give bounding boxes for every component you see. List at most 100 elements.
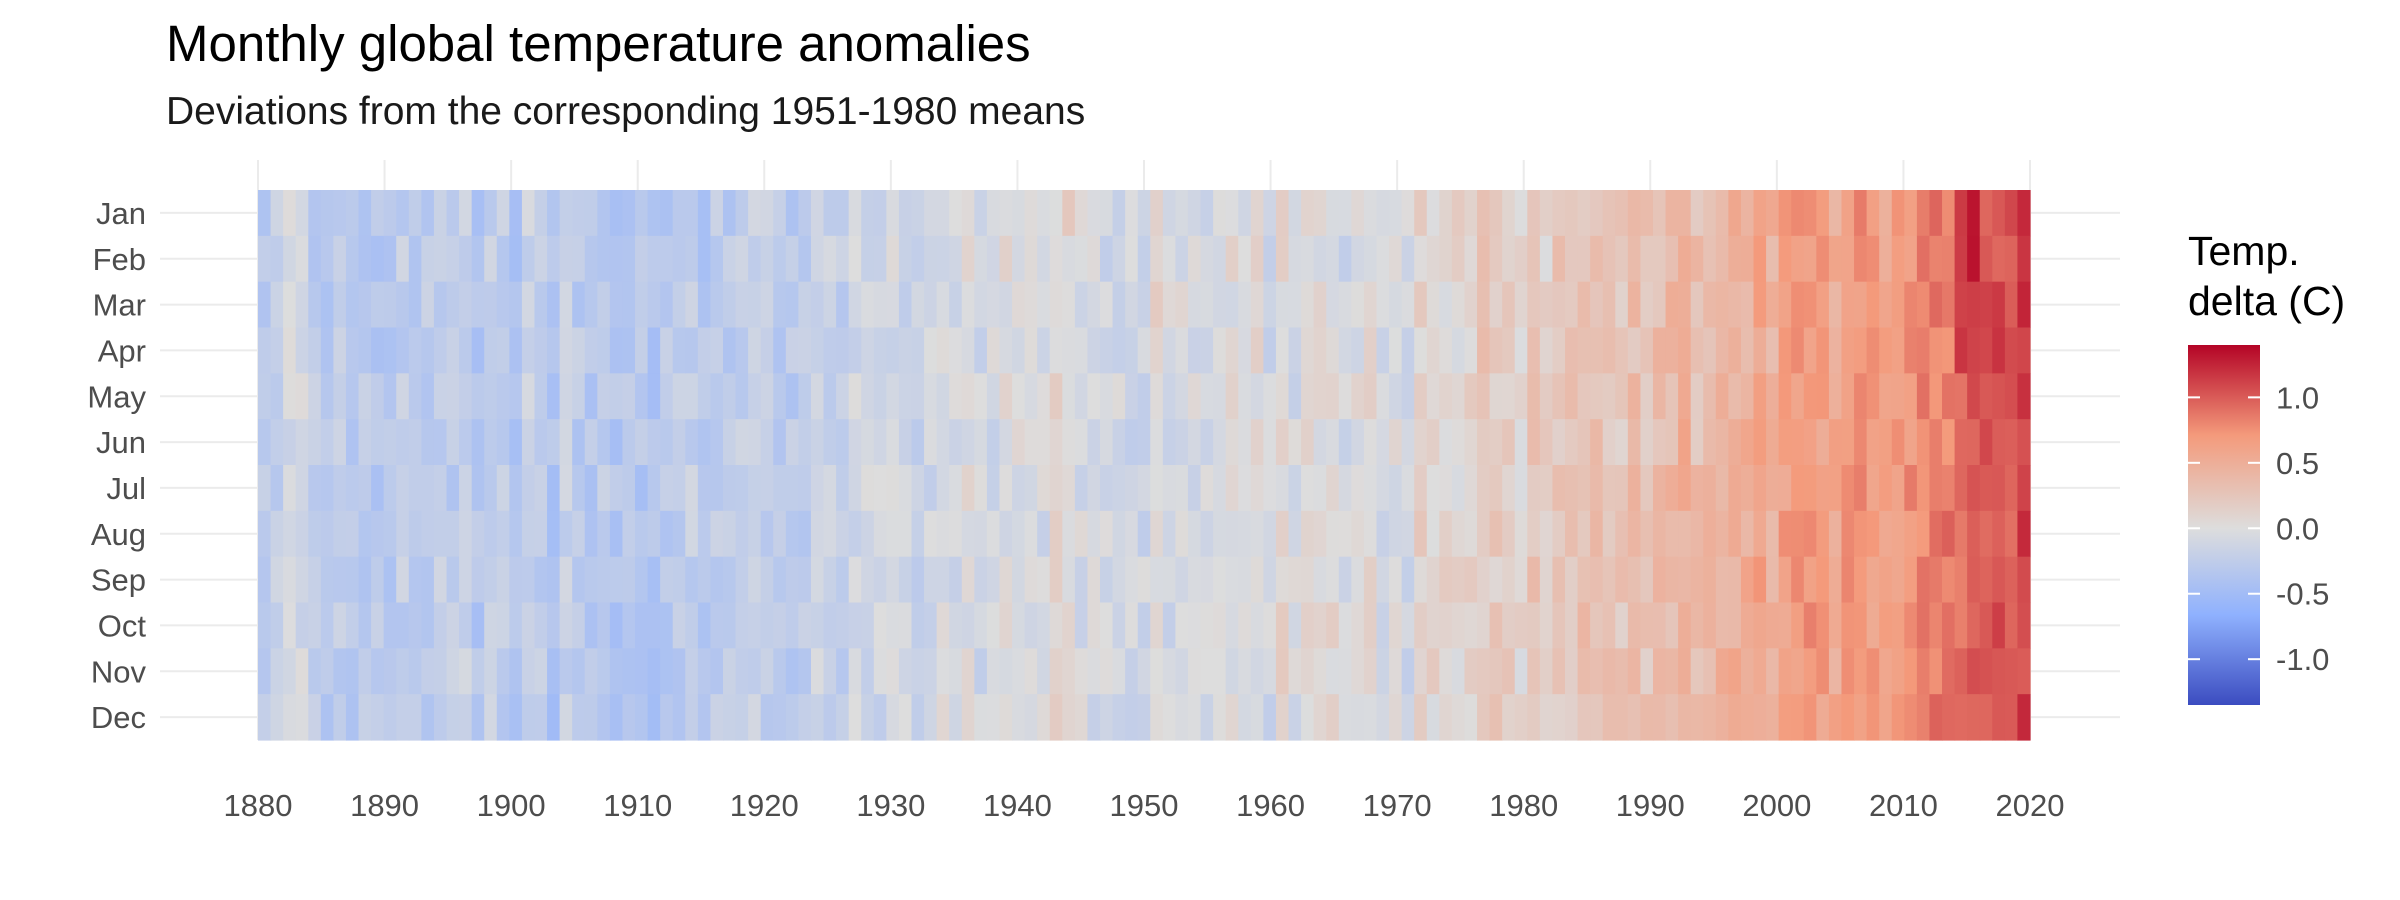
heatmap-cell xyxy=(1740,694,1755,741)
heatmap-cell xyxy=(1728,190,1742,237)
heatmap-cell xyxy=(836,648,850,695)
heatmap-cell xyxy=(358,556,372,604)
heatmap-cell xyxy=(1652,373,1667,420)
heatmap-cell xyxy=(459,648,473,695)
heatmap-cell xyxy=(1439,602,1453,649)
heatmap-cell xyxy=(534,327,548,374)
heatmap-cell xyxy=(1703,327,1717,374)
heatmap-cell xyxy=(1929,190,1943,237)
heatmap-cell xyxy=(748,694,762,741)
heatmap-cell xyxy=(1125,327,1139,374)
heatmap-cell xyxy=(1338,419,1352,466)
heatmap-cell xyxy=(635,281,649,329)
heatmap-cell xyxy=(2017,373,2031,420)
heatmap-cell xyxy=(1615,510,1629,558)
heatmap-cell xyxy=(534,510,548,558)
heatmap-cell xyxy=(1100,694,1114,741)
heatmap-cell xyxy=(421,510,435,558)
heatmap-cell xyxy=(1439,281,1453,329)
heatmap-cell xyxy=(1942,190,1956,237)
heatmap-cell xyxy=(1740,190,1755,237)
heatmap-cell xyxy=(1766,648,1780,695)
heatmap-cell xyxy=(1552,281,1566,329)
heatmap-cell xyxy=(509,648,523,695)
heatmap-cell xyxy=(358,327,372,374)
heatmap-cell xyxy=(974,373,988,420)
heatmap-cell xyxy=(1502,373,1516,420)
heatmap-cell xyxy=(1627,694,1642,741)
heatmap-cell xyxy=(660,510,674,558)
heatmap-cell xyxy=(924,602,938,649)
heatmap-cell xyxy=(1879,648,1893,695)
heatmap-cell xyxy=(836,235,850,283)
heatmap-cell xyxy=(773,694,787,741)
heatmap-cell xyxy=(1652,419,1667,466)
heatmap-cell xyxy=(471,419,485,466)
heatmap-cell xyxy=(1577,465,1591,512)
heatmap-cell xyxy=(396,373,410,420)
heatmap-cell xyxy=(1866,648,1880,695)
heatmap-cell xyxy=(1602,465,1616,512)
heatmap-cell xyxy=(534,419,548,466)
heatmap-cell xyxy=(2017,694,2031,741)
heatmap-cell xyxy=(1451,556,1466,604)
heatmap-cell xyxy=(270,327,284,374)
heatmap-cell xyxy=(1979,556,1993,604)
heatmap-cell xyxy=(1652,648,1667,695)
heatmap-cell xyxy=(283,556,297,604)
x-tick-label: 1960 xyxy=(1236,788,1305,823)
heatmap-cell xyxy=(584,327,598,374)
heatmap-cell xyxy=(1665,190,1679,237)
heatmap-cell xyxy=(1552,190,1566,237)
heatmap-cell xyxy=(1514,556,1528,604)
heatmap-cell xyxy=(421,281,435,329)
heatmap-cell xyxy=(823,235,837,283)
heatmap-cell xyxy=(1627,465,1642,512)
heatmap-cell xyxy=(1753,648,1767,695)
heatmap-cell xyxy=(961,419,975,466)
heatmap-cell xyxy=(710,648,724,695)
heatmap-cell xyxy=(1301,694,1315,741)
heatmap-cell xyxy=(1225,602,1239,649)
heatmap-cell xyxy=(1715,235,1729,283)
heatmap-cell xyxy=(1866,694,1880,741)
heatmap-cell xyxy=(1024,602,1038,649)
heatmap-cell xyxy=(1841,602,1855,649)
heatmap-cell xyxy=(1967,327,1981,374)
heatmap-cell xyxy=(1112,419,1126,466)
heatmap-cell xyxy=(1954,648,1968,695)
heatmap-cell xyxy=(1979,281,1993,329)
heatmap-cell xyxy=(345,373,360,420)
heatmap-cell xyxy=(1326,235,1340,283)
heatmap-cell xyxy=(1049,373,1063,420)
x-tick-label: 2020 xyxy=(1996,788,2065,823)
heatmap-cell xyxy=(949,327,963,374)
heatmap-cell xyxy=(371,373,385,420)
heatmap-cell xyxy=(836,327,850,374)
heatmap-cell xyxy=(1967,465,1981,512)
heatmap-cell xyxy=(1615,281,1629,329)
heatmap-cell xyxy=(949,419,963,466)
heatmap-cell xyxy=(1100,510,1114,558)
heatmap-cell xyxy=(383,602,397,649)
heatmap-cell xyxy=(609,281,624,329)
heatmap-cell xyxy=(848,327,862,374)
heatmap-cell xyxy=(710,465,724,512)
heatmap-cell xyxy=(1062,465,1076,512)
heatmap-cell xyxy=(647,190,661,237)
heatmap-cell xyxy=(1414,556,1428,604)
heatmap-cell xyxy=(521,419,536,466)
heatmap-cell xyxy=(660,373,674,420)
heatmap-cell xyxy=(961,648,975,695)
heatmap-cell xyxy=(1087,327,1101,374)
heatmap-cell xyxy=(1338,465,1352,512)
heatmap-cell xyxy=(1690,694,1704,741)
heatmap-cell xyxy=(1238,510,1252,558)
heatmap-cell xyxy=(1137,602,1151,649)
heatmap-cell xyxy=(1200,648,1214,695)
heatmap-cell xyxy=(1778,694,1792,741)
heatmap-cell xyxy=(1250,419,1264,466)
heatmap-cell xyxy=(1715,373,1729,420)
heatmap-cell xyxy=(597,281,611,329)
heatmap-cell xyxy=(735,556,749,604)
